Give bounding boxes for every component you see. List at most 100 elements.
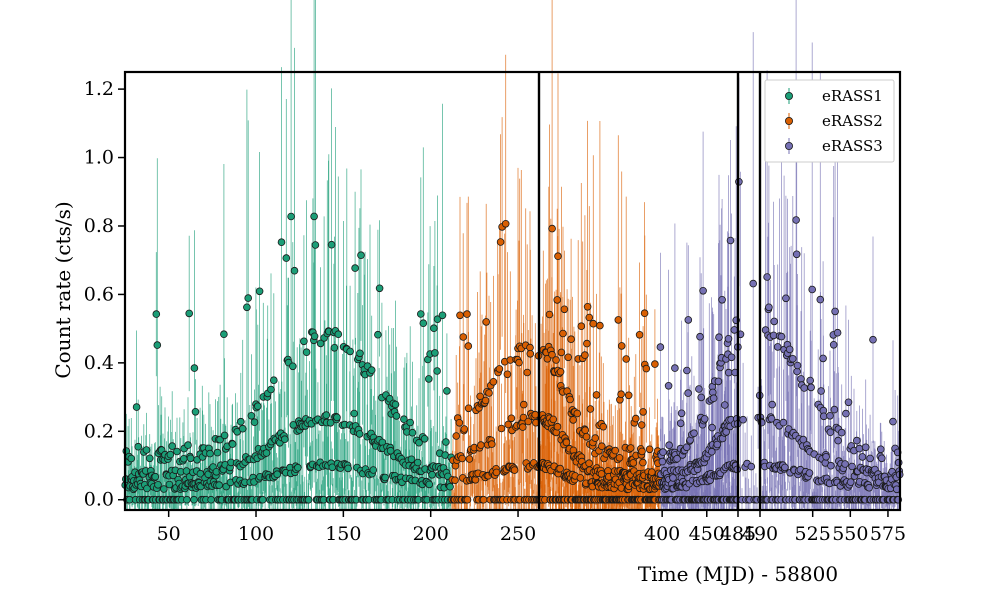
x-tick-label: 100: [238, 523, 274, 545]
data-point: [367, 366, 376, 374]
data-point: [822, 452, 830, 461]
data-point: [173, 447, 181, 456]
data-point: [797, 375, 805, 383]
data-point: [807, 383, 815, 392]
data-point: [846, 478, 855, 486]
data-point: [718, 295, 726, 304]
data-point: [726, 236, 735, 245]
data-point: [482, 318, 491, 326]
data-point: [481, 396, 490, 405]
data-point: [326, 418, 335, 427]
data-point: [452, 432, 461, 440]
data-point: [420, 434, 429, 443]
data-point: [153, 341, 162, 349]
x-tick-label: 485: [720, 523, 756, 545]
data-point: [585, 459, 593, 468]
data-point: [730, 326, 739, 334]
data-point: [829, 340, 838, 349]
data-point: [132, 403, 141, 411]
data-point: [562, 438, 571, 447]
data-point: [622, 355, 630, 363]
x-tick-label: 50: [157, 523, 181, 545]
x-tick-label: 550: [832, 523, 868, 545]
data-point: [549, 415, 558, 424]
data-point: [792, 216, 800, 224]
data-point: [183, 495, 191, 504]
data-point: [455, 418, 464, 427]
data-point: [304, 495, 313, 504]
data-point: [310, 212, 318, 221]
data-point: [485, 389, 493, 397]
plot-frame: [123, 70, 902, 512]
y-tick-label: 0.0: [84, 489, 114, 511]
x-tick-label: 150: [325, 523, 361, 545]
data-point: [611, 446, 620, 455]
data-point: [808, 285, 816, 294]
data-point: [785, 345, 794, 354]
data-point: [617, 390, 625, 399]
data-point: [779, 418, 788, 427]
data-point: [554, 252, 562, 261]
data-point: [247, 411, 256, 420]
data-point: [151, 472, 160, 481]
data-point: [545, 310, 554, 319]
x-tick-label: 200: [413, 523, 449, 545]
data-point: [190, 364, 199, 372]
y-tick-label: 0.4: [84, 352, 114, 374]
data-point: [287, 212, 295, 221]
data-point: [596, 321, 604, 330]
data-point: [255, 287, 264, 296]
data-point: [724, 368, 733, 377]
data-point: [180, 454, 188, 463]
data-point: [793, 361, 802, 370]
data-point: [676, 419, 685, 428]
data-point: [459, 333, 468, 341]
data-point: [330, 343, 339, 352]
data-point: [237, 417, 245, 426]
data-point: [629, 459, 638, 467]
data-point: [154, 480, 162, 489]
data-point: [524, 417, 533, 426]
data-point: [647, 468, 656, 476]
data-point: [357, 251, 365, 260]
x-tick-label: 250: [500, 523, 536, 545]
data-point: [781, 463, 789, 472]
data-point: [669, 474, 677, 482]
data-point: [690, 429, 698, 438]
data-point: [344, 464, 352, 473]
data-point: [477, 441, 485, 449]
data-point: [582, 432, 591, 441]
data-point: [269, 376, 278, 385]
data-point: [350, 409, 359, 418]
data-point: [642, 364, 651, 373]
data-point: [191, 407, 200, 416]
data-point: [127, 454, 136, 463]
data-point: [799, 435, 808, 444]
data-point: [865, 483, 873, 492]
data-point: [586, 405, 595, 413]
y-tick-label: 0.6: [84, 283, 114, 305]
data-point: [727, 353, 736, 362]
plot-border: [123, 70, 902, 512]
x-tick-label: 400: [644, 523, 680, 545]
data-point: [767, 414, 776, 423]
data-point: [243, 303, 251, 312]
data-point: [262, 449, 271, 457]
data-point: [316, 339, 325, 348]
y-tick-label: 0.8: [84, 215, 114, 237]
data-point: [816, 295, 825, 304]
data-point: [523, 368, 531, 377]
legend-box: [764, 79, 895, 163]
data-point: [479, 495, 488, 504]
data-point: [559, 329, 567, 338]
data-point: [806, 376, 814, 385]
data-point: [683, 366, 691, 375]
y-axis-title: Count rate (cts/s): [51, 201, 75, 378]
legend-label: eRASS3: [822, 137, 883, 155]
data-point: [834, 436, 842, 445]
legend-marker: [785, 92, 794, 101]
data-point: [548, 350, 556, 359]
data-point: [869, 335, 877, 344]
data-point: [749, 279, 757, 288]
data-point: [424, 375, 433, 383]
